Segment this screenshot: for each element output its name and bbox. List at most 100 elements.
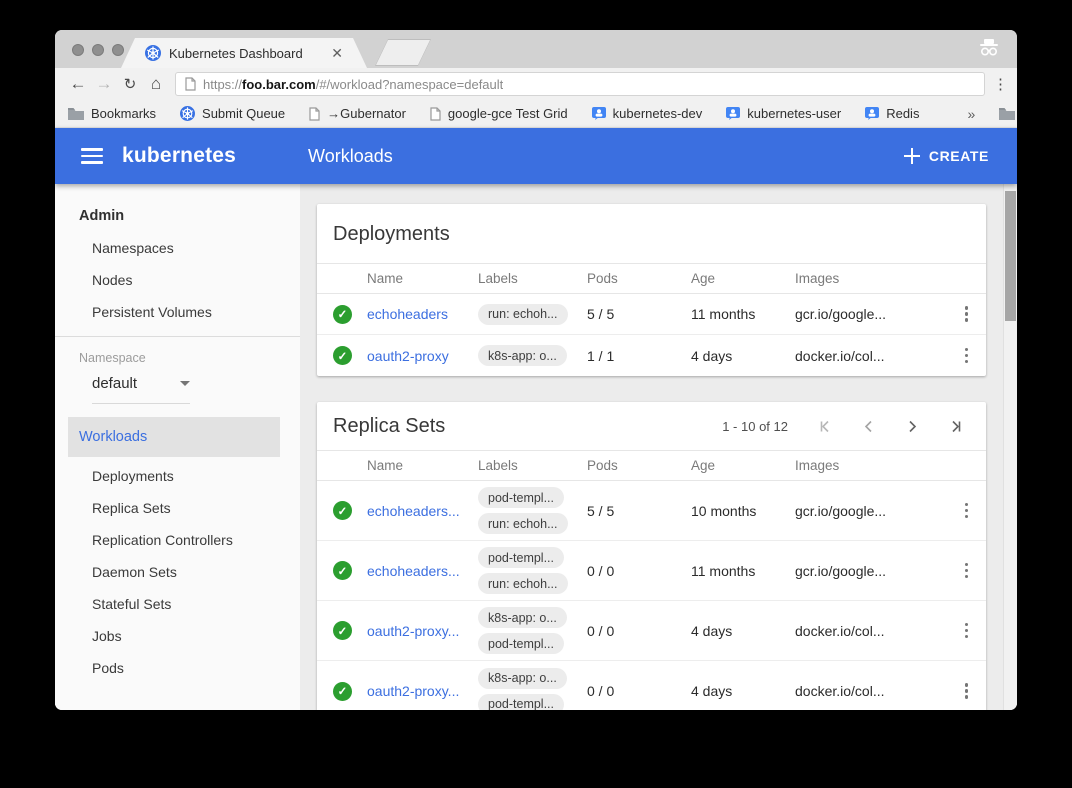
create-button[interactable]: CREATE [903,148,989,164]
sidebar-item-workloads[interactable]: Workloads [68,417,280,457]
label-chip: pod-templ... [478,633,565,654]
folder-icon [68,108,84,120]
sidebar-item-deployments[interactable]: Deployments [92,468,174,484]
pods-cell: 0 / 0 [587,622,615,639]
bookmark-gubernator[interactable]: →Gubernator [309,106,406,121]
incognito-icon [977,38,1001,58]
page-icon [309,106,320,121]
column-header-labels: Labels [478,458,518,473]
status-ok-icon [333,681,352,701]
kubernetes-logo[interactable]: kubernetes [122,144,237,167]
content-area: Admin Namespaces Nodes Persistent Volume… [55,184,1017,710]
first-page-icon[interactable] [802,412,846,440]
deployment-link[interactable]: echoheaders [367,306,448,322]
images-cell: gcr.io/google... [795,562,887,579]
table-row: echoheaders run: echoh... 5 / 5 11 month… [317,294,986,335]
prev-page-icon[interactable] [846,412,890,440]
minimize-window-button[interactable] [92,44,104,56]
label-chip: pod-templ... [478,693,565,710]
bookmark-other-favorites-folder[interactable]: Otros favoritos [999,106,1017,121]
sidebar-item-replication-controllers[interactable]: Replication Controllers [92,532,233,548]
column-header-age: Age [691,271,716,286]
table-row: echoheaders... pod-templ... run: echoh..… [317,541,986,601]
next-page-icon[interactable] [890,412,934,440]
browser-menu-icon[interactable] [993,75,1007,93]
bookmark-kubernetes-user[interactable]: kubernetes-user [726,106,841,121]
tab-title: Kubernetes Dashboard [169,45,303,61]
reload-icon[interactable] [117,74,143,94]
sidebar-item-admin[interactable]: Admin [79,208,125,224]
bookmark-bookmarks-folder[interactable]: Bookmarks [68,106,156,121]
new-tab-button[interactable] [375,39,431,66]
sidebar-workload-group: Deployments Replica Sets Replication Con… [55,460,300,684]
sidebar-item-daemon-sets[interactable]: Daemon Sets [92,564,177,580]
pods-cell: 0 / 0 [587,562,615,579]
replica-set-link[interactable]: oauth2-proxy... [367,622,460,639]
sidebar-item-stateful-sets[interactable]: Stateful Sets [92,596,172,612]
age-cell: 11 months [691,306,756,322]
forward-arrow-icon[interactable] [91,74,117,94]
pods-cell: 5 / 5 [587,502,615,519]
browser-toolbar: https://foo.bar.com/#/workload?namespace… [55,68,1017,100]
browser-tab[interactable]: Kubernetes Dashboard ✕ [121,38,367,68]
zoom-window-button[interactable] [112,44,124,56]
sidebar-item-persistent-volumes[interactable]: Persistent Volumes [92,304,212,320]
column-header-images: Images [795,458,840,473]
groups-icon [865,107,880,120]
row-menu-icon[interactable] [961,344,973,368]
replica-set-link[interactable]: echoheaders... [367,502,460,519]
scrollbar-track[interactable] [1003,184,1017,710]
label-chip: run: echoh... [478,573,568,594]
label-chip: k8s-app: o... [478,345,567,366]
row-menu-icon[interactable] [961,302,973,326]
bookmark-submit-queue[interactable]: Submit Queue [180,106,285,121]
bookmark-redis[interactable]: Redis [865,106,919,121]
replica-sets-title-row: Replica Sets 1 - 10 of 12 [317,402,986,450]
deployments-card: Deployments Name Labels Pods Age Images … [317,204,986,376]
column-header-images: Images [795,271,840,286]
url-text: https://foo.bar.com/#/workload?namespace… [203,76,504,92]
home-icon[interactable] [143,74,169,94]
groups-icon [591,107,606,120]
table-row: oauth2-proxy... k8s-app: o... pod-templ.… [317,661,986,710]
age-cell: 4 days [691,683,733,699]
replica-set-link[interactable]: oauth2-proxy... [367,683,460,699]
status-ok-icon [333,501,352,520]
replica-set-link[interactable]: echoheaders... [367,562,460,579]
back-arrow-icon[interactable] [65,74,91,94]
close-window-button[interactable] [72,44,84,56]
chevron-down-icon [180,381,190,386]
sidebar-item-nodes[interactable]: Nodes [92,272,133,288]
column-header-pods: Pods [587,458,618,473]
row-menu-icon[interactable] [961,619,973,643]
status-ok-icon [333,304,352,324]
sidebar-divider [55,336,300,337]
images-cell: docker.io/col... [795,622,885,639]
deployment-link[interactable]: oauth2-proxy [367,347,449,364]
bookmark-kubernetes-dev[interactable]: kubernetes-dev [591,106,702,121]
bookmarks-bar: Bookmarks Submit Queue →Gubernator googl… [55,100,1017,128]
main-panel: Deployments Name Labels Pods Age Images … [300,184,1017,710]
row-menu-icon[interactable] [961,679,973,703]
sidebar-item-namespaces[interactable]: Namespaces [92,240,174,256]
scrollbar-thumb[interactable] [1005,191,1016,321]
sidebar-item-jobs[interactable]: Jobs [92,628,122,644]
status-ok-icon [333,561,352,580]
sidebar-item-replica-sets[interactable]: Replica Sets [92,500,171,516]
hamburger-menu-icon[interactable] [81,148,103,164]
pods-cell: 1 / 1 [587,347,615,364]
row-menu-icon[interactable] [961,559,973,583]
last-page-icon[interactable] [934,412,978,440]
bookmark-google-gce-test-grid[interactable]: google-gce Test Grid [430,106,568,121]
label-chip: k8s-app: o... [478,667,567,689]
sidebar-nav: Admin Namespaces Nodes Persistent Volume… [55,184,300,710]
namespace-select[interactable]: default [92,375,190,404]
table-row: oauth2-proxy... k8s-app: o... pod-templ.… [317,601,986,661]
sidebar-item-pods[interactable]: Pods [92,660,124,676]
address-bar[interactable]: https://foo.bar.com/#/workload?namespace… [175,72,985,96]
bookmarks-overflow-chevron[interactable]: » [967,105,976,122]
app-header: kubernetes Workloads CREATE [55,128,1017,184]
label-chip: k8s-app: o... [478,607,567,628]
row-menu-icon[interactable] [961,499,973,523]
close-tab-icon[interactable]: ✕ [331,45,343,61]
